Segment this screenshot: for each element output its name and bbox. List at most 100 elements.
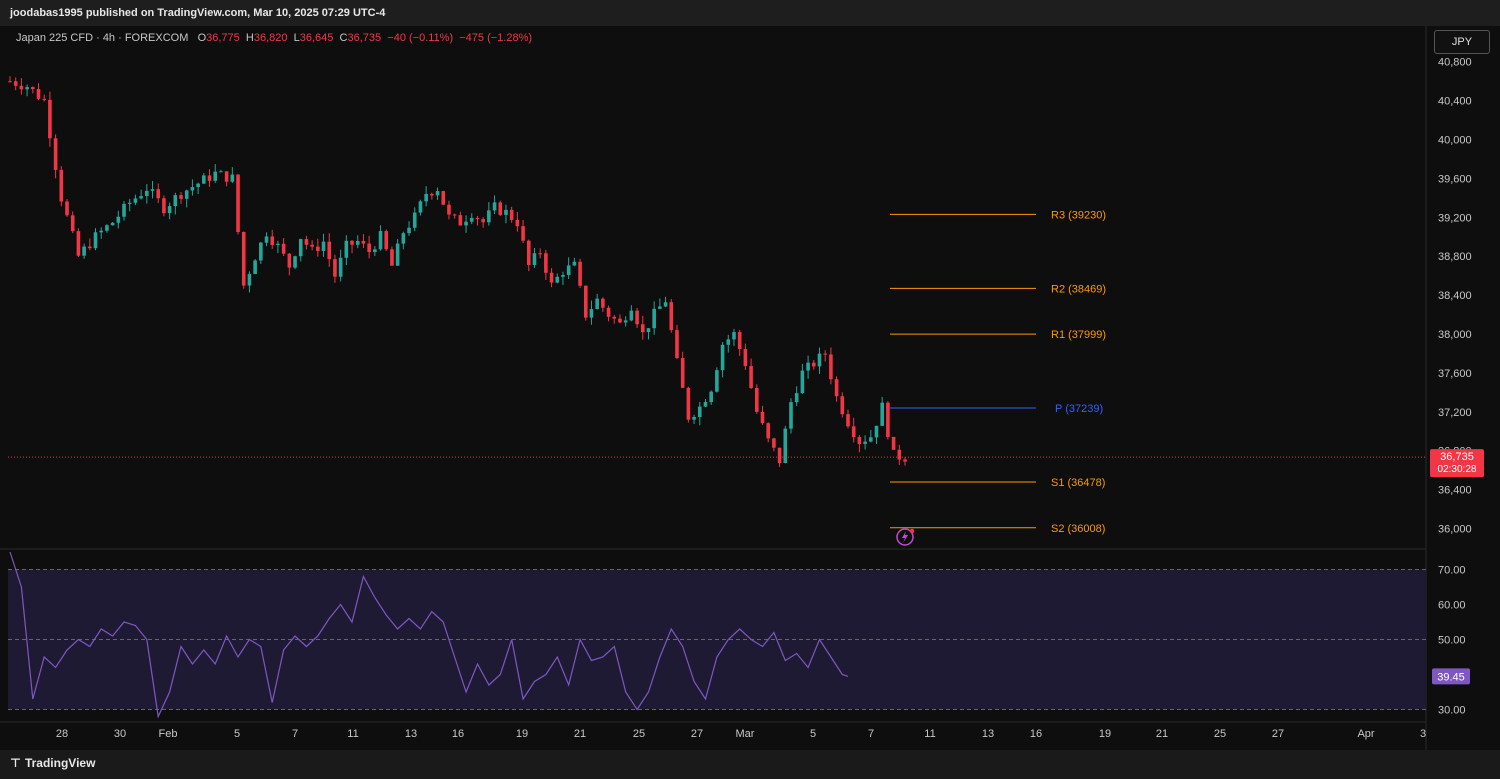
candle-body [578, 261, 582, 286]
pivot-level-label: R2 (38469) [1051, 283, 1106, 295]
candle-body [886, 402, 890, 437]
close-value: 36,735 [347, 32, 382, 44]
candle-body [823, 353, 827, 355]
candle-body [219, 171, 223, 173]
last-price-badge [1430, 449, 1484, 478]
candle-body [190, 187, 195, 191]
candle-body [270, 236, 275, 245]
candle-body [304, 239, 309, 245]
candle-body [435, 191, 440, 196]
candle-body [127, 202, 132, 204]
candle-body [241, 231, 246, 286]
candle-body [53, 138, 58, 170]
candle-body [652, 308, 656, 329]
low-label: L [293, 32, 300, 44]
price-tick-label: 38,800 [1438, 251, 1472, 263]
time-tick-label: 21 [1156, 728, 1168, 740]
candle-body [333, 259, 337, 277]
candle-body [846, 414, 850, 427]
candle-body [526, 240, 531, 265]
candle-body [361, 241, 366, 244]
low-value: 36,645 [299, 32, 334, 44]
candle-body [150, 189, 155, 191]
candle-body [703, 402, 708, 407]
time-tick-label: 7 [868, 728, 874, 740]
time-tick-label: 7 [292, 728, 298, 740]
candle-body [583, 285, 588, 318]
candle-body [618, 318, 622, 323]
pivot-level-label: S2 (36008) [1051, 523, 1105, 535]
footer: ⊤ TradingView [0, 750, 1500, 779]
candle-body [441, 191, 446, 205]
candle-body [840, 396, 845, 415]
change-total-value: −475 (−1.28%) [459, 32, 533, 44]
tradingview-logo[interactable]: ⊤ TradingView [10, 756, 95, 770]
candle-body [316, 246, 320, 251]
candle-body [19, 85, 24, 90]
rsi-line [9, 551, 849, 719]
candle-body [48, 99, 52, 139]
candle-body [766, 423, 770, 439]
high-label: H [245, 32, 254, 44]
time-tick-label: 19 [516, 728, 528, 740]
chart-svg[interactable]: 40,800 40,400 40,000 39,600 39,200 38,800 38,4… [0, 0, 1500, 750]
candle-body [498, 202, 503, 215]
candle-body [903, 459, 907, 462]
symbol-name: Japan 225 CFD · 4h · FOREXCOM [16, 32, 189, 44]
candle-body [395, 243, 400, 266]
candle-body [635, 310, 639, 325]
candle-body [224, 171, 229, 182]
time-tick-label: 30 [114, 728, 126, 740]
candle-body [407, 227, 411, 234]
candle-body [418, 201, 423, 213]
high-value: 36,820 [253, 32, 288, 44]
time-tick-label: 3 [1420, 728, 1426, 740]
candle-body [167, 206, 172, 214]
candle-body [475, 217, 480, 220]
candle-body [806, 362, 810, 371]
candle-body [162, 198, 166, 214]
candle-body [401, 233, 406, 244]
candle-body [515, 219, 520, 227]
candle-body [31, 87, 35, 90]
candle-body [344, 240, 349, 258]
candle-body [549, 272, 554, 283]
currency-button[interactable]: JPY [1434, 30, 1490, 54]
candle-body [800, 370, 805, 394]
candle-body [772, 438, 776, 448]
candle-body [424, 193, 428, 202]
pivot-level-label: P (37239) [1055, 403, 1103, 415]
candle-body [566, 265, 571, 276]
candle-body [868, 437, 873, 442]
candle-body [675, 330, 679, 358]
candle-body [276, 243, 280, 245]
candle-body [509, 209, 514, 220]
candle-body [184, 190, 189, 199]
candle-body [538, 253, 542, 255]
candle-body [179, 195, 183, 199]
candle-body [589, 309, 594, 318]
candle-body [760, 411, 765, 424]
pivot-level-label: R3 (39230) [1051, 209, 1106, 221]
rsi-tick-label: 70.00 [1438, 565, 1466, 577]
lightning-icon [896, 528, 914, 546]
candle-body [355, 241, 360, 245]
candle-body [669, 302, 674, 331]
tradingview-logo-icon: ⊤ [10, 756, 21, 770]
candle-body [321, 241, 326, 251]
candle-body [601, 298, 605, 308]
candle-body [293, 256, 297, 268]
candle-body [122, 203, 126, 217]
candle-body [891, 436, 896, 450]
candle-body [70, 215, 75, 232]
candle-body [287, 253, 292, 268]
candle-body [373, 249, 377, 253]
candle-body [116, 216, 121, 223]
candle-body [857, 437, 862, 444]
candle-body [99, 230, 104, 233]
price-tick-label: 39,200 [1438, 212, 1472, 224]
candle-body [663, 302, 668, 307]
candle-body [105, 225, 109, 231]
candle-body [430, 193, 434, 196]
candle-body [93, 232, 98, 249]
